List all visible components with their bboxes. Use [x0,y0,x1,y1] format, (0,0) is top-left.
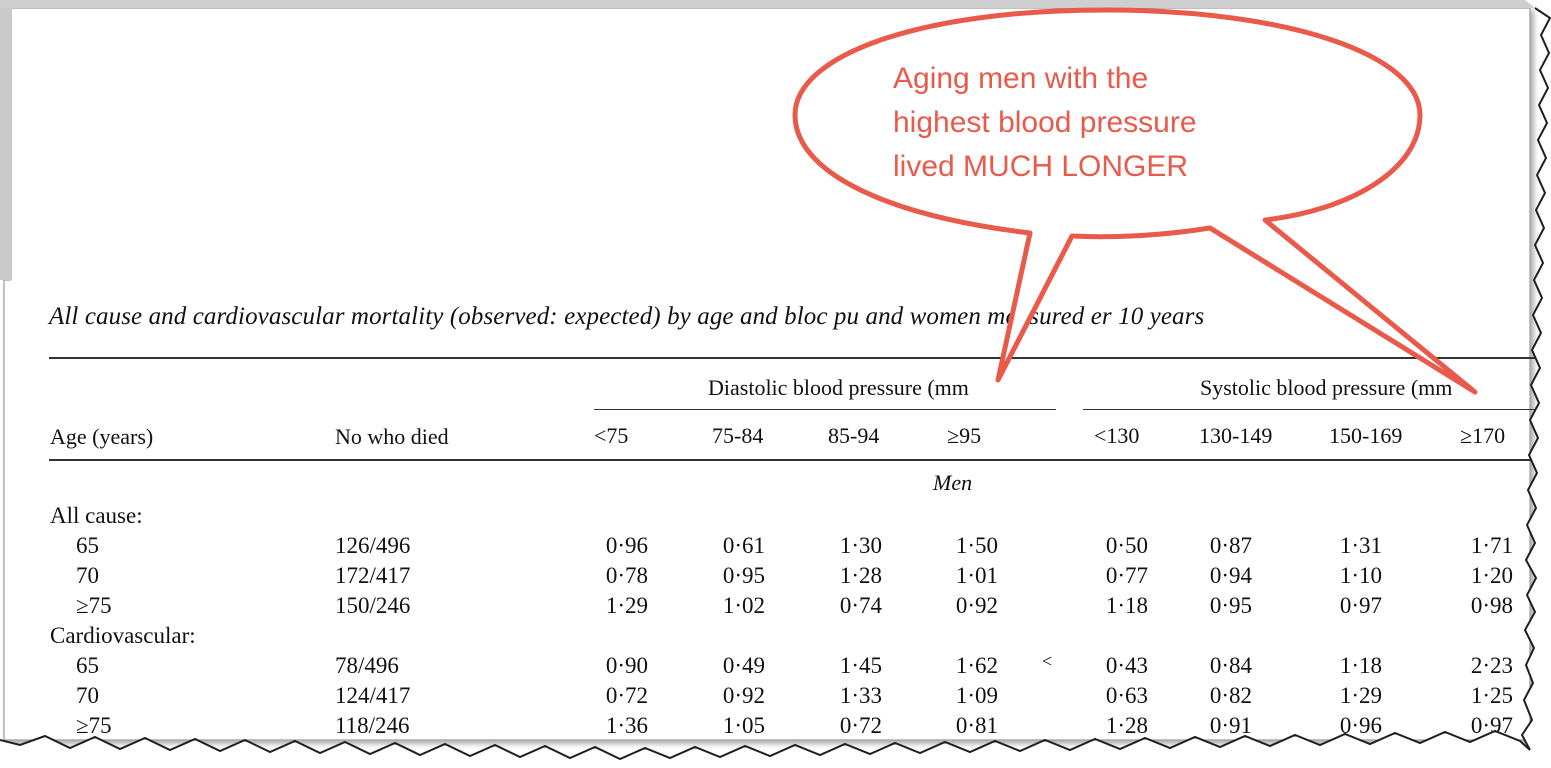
header-rule [49,459,1539,461]
cell-diastolic: 1·02 [722,593,765,618]
top-rule [49,357,1539,359]
cell-systolic: 0·98 [1470,593,1513,618]
cell-diastolic: 0·49 [722,653,765,678]
col-diastolic-2: 75-84 [712,423,764,448]
col-diastolic-1: <75 [594,423,629,448]
cell-diastolic: 1·45 [839,653,882,678]
row-age: ≥75 [76,713,112,738]
col-systolic-2: 130-149 [1199,423,1273,448]
row-died: 118/246 [335,713,410,738]
systolic-heading: Systolic blood pressure (mm [1200,375,1453,400]
cell-systolic: 2·23 [1470,653,1513,678]
row-died: 172/417 [335,563,411,588]
row-age: 65 [76,653,99,678]
cell-diastolic: 0·92 [722,683,765,708]
cell-diastolic: 0·90 [605,653,648,678]
col-systolic-3: 150-169 [1329,423,1403,448]
section-men: Men [933,470,973,495]
cell-diastolic: 0·61 [722,533,765,558]
cell-systolic: 0·97 [1339,593,1382,618]
cell-diastolic: 1·33 [839,683,882,708]
row-died: 126/496 [335,533,411,558]
cell-systolic: 1·18 [1339,653,1382,678]
cell-diastolic: 1·30 [839,533,882,558]
cell-diastolic: 1·05 [722,713,765,738]
cell-diastolic: 1·01 [955,563,998,588]
cell-systolic: 0·82 [1209,683,1252,708]
callout-text-line-3: lived MUCH LONGER [893,150,1189,183]
cell-systolic: 0·63 [1105,683,1148,708]
cell-systolic: 1·20 [1470,563,1513,588]
cell-diastolic: 1·09 [955,683,998,708]
col-diastolic-3: 85-94 [828,423,880,448]
col-died-header: No who died [335,424,449,449]
cell-systolic: 0·95 [1209,593,1252,618]
cell-diastolic: 0·74 [839,593,882,618]
row-age: 70 [76,563,99,588]
row-age: 65 [76,533,99,558]
group-label-cardiovascular: Cardiovascular: [50,623,196,648]
cell-systolic: 1·18 [1105,593,1148,618]
cell-diastolic: 1·50 [955,533,998,558]
col-systolic-1: <130 [1094,423,1140,448]
cell-systolic: 0·43 [1105,653,1148,678]
cell-systolic: 0·97 [1470,713,1513,738]
cell-diastolic: 0·92 [955,593,998,618]
callout-text-line-2: highest blood pressure [893,106,1197,139]
cell-systolic: 0·84 [1209,653,1252,678]
row-died: 150/246 [335,593,411,618]
row-died: 78/496 [335,653,399,678]
cell-diastolic: 0·81 [955,713,998,738]
table-caption: All cause and cardiovascular mortality (… [49,303,1205,330]
cell-diastolic: 0·96 [605,533,648,558]
cell-systolic: 1·31 [1339,533,1382,558]
row-died: 124/417 [335,683,411,708]
diastolic-heading: Diastolic blood pressure (mm [708,375,969,400]
cell-systolic: 0·91 [1209,713,1252,738]
cell-systolic: 0·77 [1105,563,1148,588]
cell-diastolic: 0·72 [839,713,882,738]
systolic-underline [1083,409,1539,411]
cell-systolic: 1·29 [1339,683,1382,708]
cell-systolic: 1·25 [1470,683,1513,708]
cell-diastolic: 1·36 [605,713,648,738]
cell-diastolic: 1·29 [605,593,648,618]
cell-diastolic: 0·78 [605,563,648,588]
row-age: 70 [76,683,99,708]
col-systolic-4: ≥170 [1460,423,1506,448]
cell-systolic: 0·87 [1209,533,1252,558]
cell-systolic: 1·71 [1470,533,1513,558]
col-age-header: Age (years) [50,424,154,449]
cell-diastolic: 0·72 [605,683,648,708]
callout-text-line-1: Aging men with the [893,62,1149,95]
row-age: ≥75 [76,593,112,618]
cell-systolic: 1·28 [1105,713,1148,738]
diastolic-underline [594,409,1056,411]
cell-systolic: 1·10 [1339,563,1382,588]
cell-diastolic: 1·62 [955,653,998,678]
col-diastolic-4: ≥95 [947,423,982,448]
cell-systolic: 0·94 [1209,563,1252,588]
group-label-all-cause: All cause: [50,503,143,528]
stray-mark: < [1042,651,1053,671]
cell-diastolic: 1·28 [839,563,882,588]
cell-diastolic: 0·95 [722,563,765,588]
cell-systolic: 0·96 [1339,713,1382,738]
cell-systolic: 0·50 [1105,533,1148,558]
